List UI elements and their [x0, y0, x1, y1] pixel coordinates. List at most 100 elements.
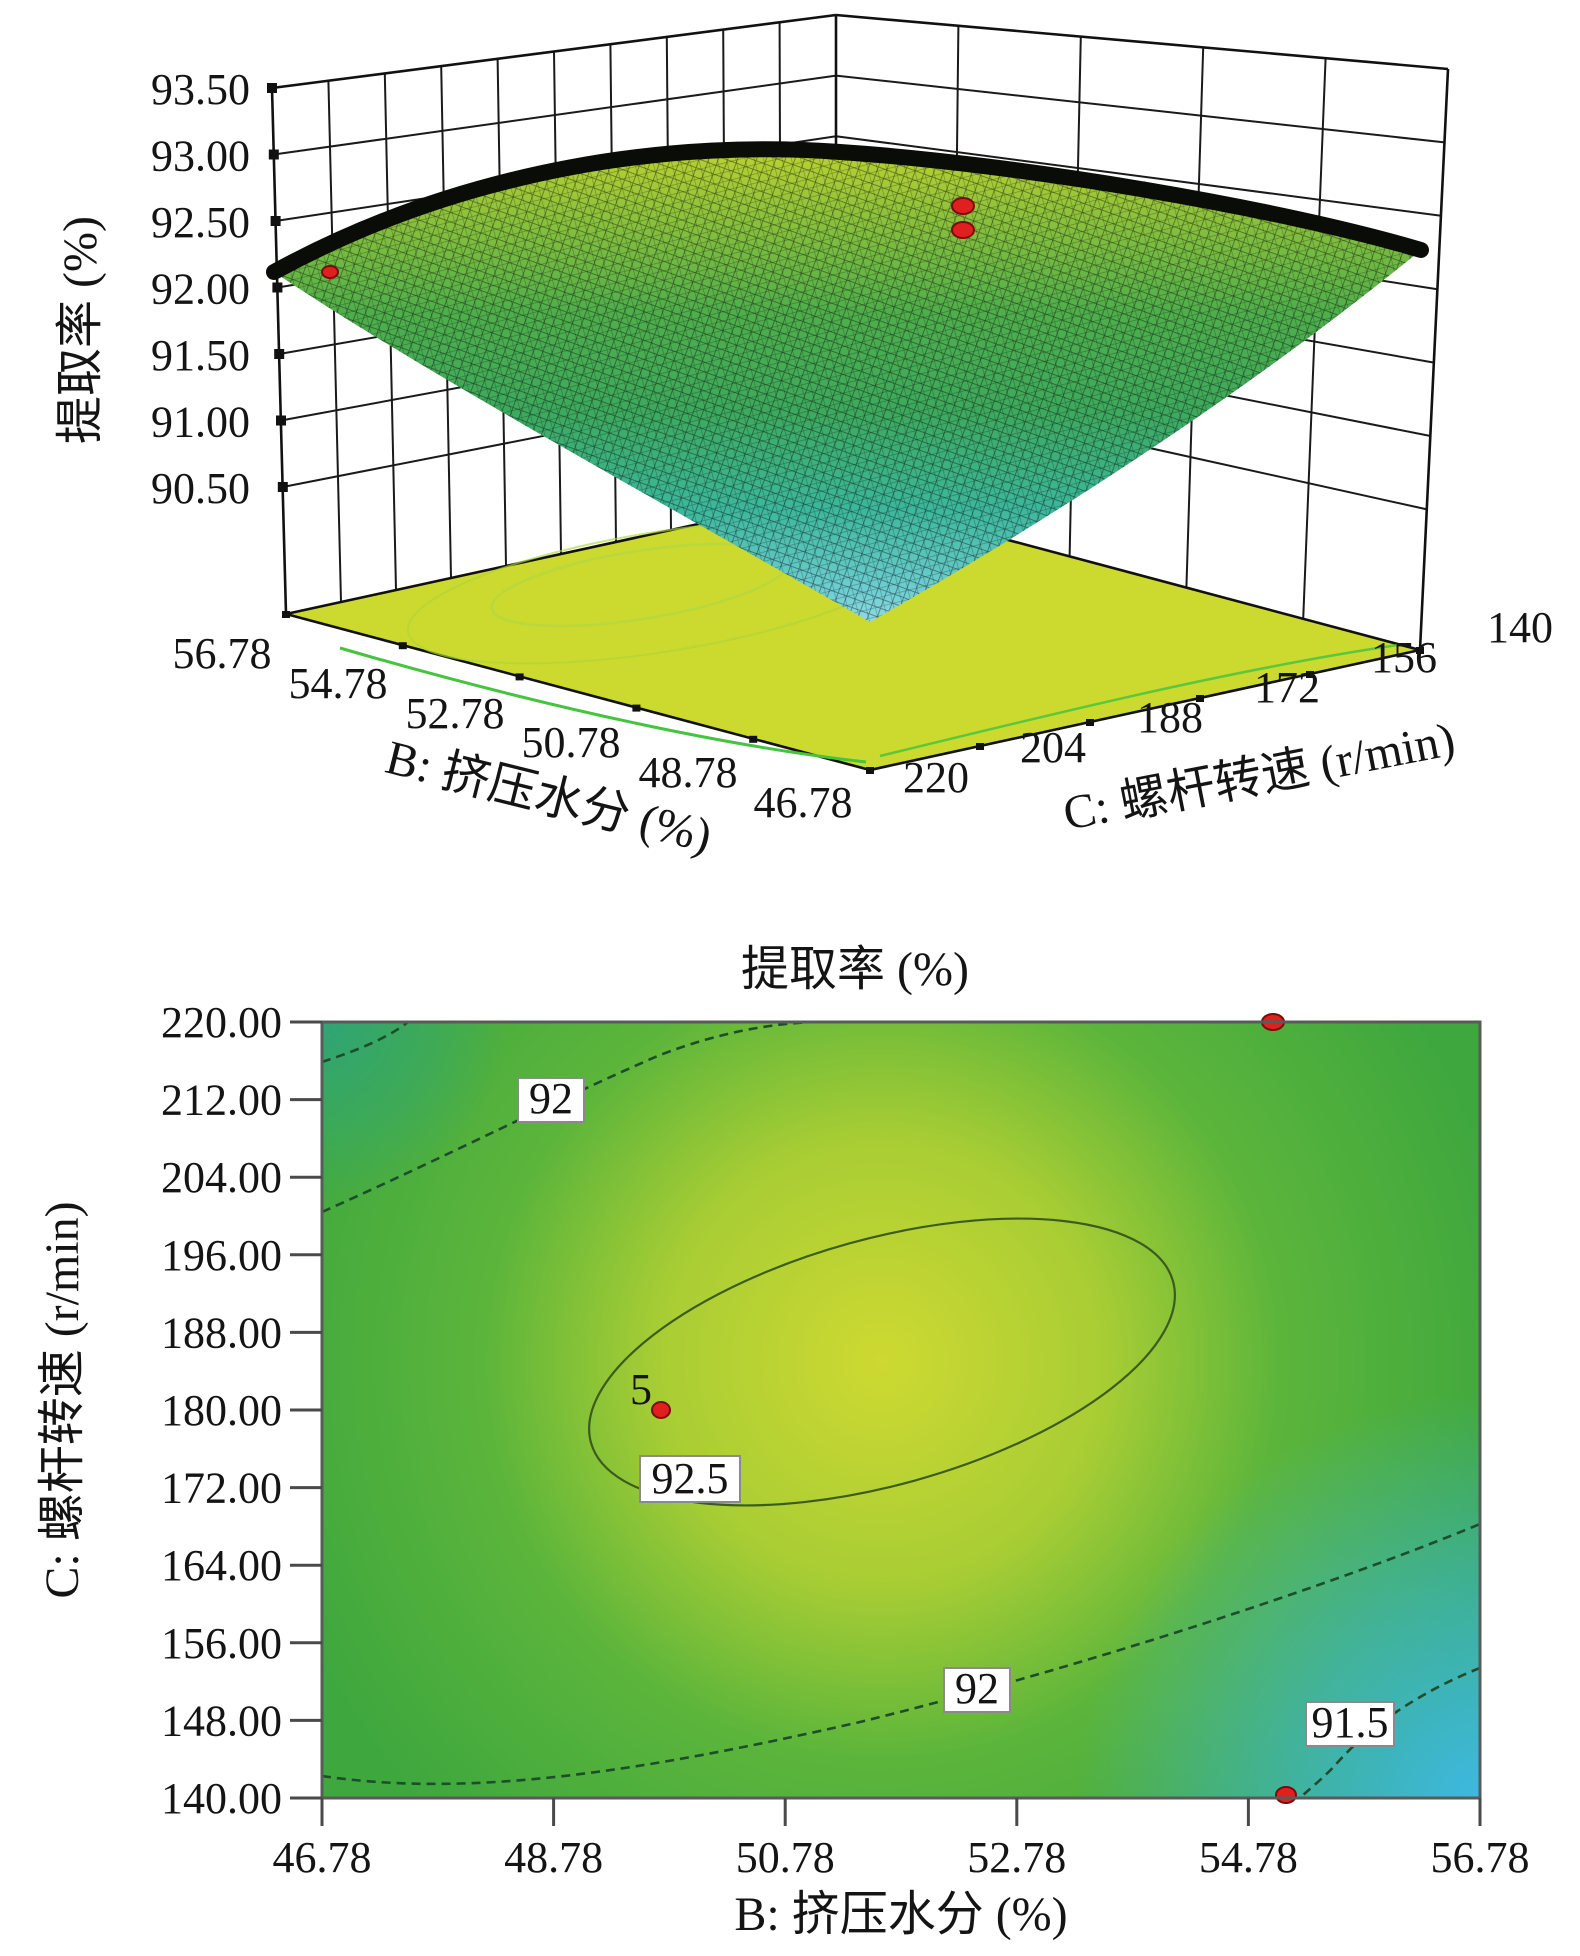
y-tick-label: 212.00 [161, 1076, 282, 1125]
design-point [1275, 1786, 1297, 1804]
floor-tick-dot [632, 704, 641, 712]
z-tick-label: 90.50 [151, 464, 250, 513]
z-tick-mark [272, 282, 283, 293]
right-wall-outer-edge [1418, 68, 1450, 651]
y-tick-label: 148.00 [161, 1696, 282, 1745]
b-tick-label: 50.78 [522, 718, 621, 767]
floor-tick-dot [749, 735, 758, 743]
x-tick-label: 54.78 [1199, 1833, 1298, 1882]
right-wall-top-edge [835, 13, 1449, 71]
z-axis-ticks: 93.50 93.00 92.50 92.00 91.50 91.00 90.50 [151, 65, 288, 513]
y-tick-label: 156.00 [161, 1619, 282, 1668]
contour-label-topleft: 92 [517, 1074, 585, 1123]
floor-tick-dot [1086, 719, 1094, 726]
floor-contour-front-left [339, 646, 867, 764]
contour-915-topleft [322, 1022, 409, 1064]
z-axis-title: 提取率 (%) [54, 216, 107, 444]
contour-label-text: 92 [529, 1074, 573, 1123]
contour-label-text: 91.5 [1312, 1698, 1389, 1747]
c-axis-ticks: 220 204 188 172 156 140 [903, 603, 1553, 802]
c-tick-label: 188 [1137, 693, 1203, 742]
floor-tick-dot [1196, 695, 1204, 702]
contour-label-bottom: 92 [943, 1664, 1011, 1713]
response-surface [266, 141, 1429, 623]
c-axis-title: C: 螺杆转速 (r/min) [1059, 713, 1459, 841]
b-tick-label: 46.78 [754, 778, 853, 827]
c-tick-label: 172 [1254, 663, 1320, 712]
b-axis-ticks: 56.78 54.78 52.78 50.78 48.78 46.78 [173, 629, 853, 827]
z-tick-mark [267, 83, 277, 93]
y-tick-label: 172.00 [161, 1464, 282, 1513]
contour-label-text: 92.5 [652, 1454, 729, 1503]
y-tick-label: 188.00 [161, 1308, 282, 1357]
z-tick-label: 91.00 [151, 398, 250, 447]
contour-lines [322, 1022, 1480, 1798]
design-point [321, 265, 339, 279]
surface-chart: 93.50 93.00 92.50 92.00 91.50 91.00 90.50 56.7… [54, 13, 1553, 863]
z-tick-label: 92.50 [151, 198, 250, 247]
wall-gridline [327, 80, 342, 603]
z-tick-label: 93.50 [151, 65, 250, 114]
surface-mesh-overlay-2 [274, 149, 1421, 623]
x-tick-label: 48.78 [504, 1833, 603, 1882]
floor-tick-dot [282, 611, 290, 618]
y-tick-label: 180.00 [161, 1386, 282, 1435]
contour-chart-title: 提取率 (%) [741, 943, 969, 996]
b-tick-label: 52.78 [406, 689, 505, 738]
c-tick-label: 140 [1487, 603, 1553, 652]
contour-92-topleft [322, 1022, 813, 1214]
floor-tick-dot [515, 673, 524, 681]
floor-plane [282, 492, 1424, 774]
z-tick-label: 93.00 [151, 132, 250, 181]
contour-92-bottom [322, 1522, 1480, 1786]
contour-925-ellipse [588, 1217, 1176, 1507]
y-axis-ticks: 220.00 212.00 204.00 196.00 188.00 180.00 172.… [161, 998, 322, 1823]
surface-back-ridge [266, 141, 1429, 280]
floor-contour-front-right [879, 643, 1399, 758]
x-tick-label: 46.78 [273, 1833, 372, 1882]
z-tick-mark [268, 149, 279, 160]
floor-tick-dot [1306, 671, 1314, 678]
design-points-3d [321, 197, 975, 279]
design-point [951, 221, 975, 239]
floor-tick-dots [282, 611, 1424, 774]
wall-gridline [273, 74, 837, 156]
design-point [951, 197, 975, 215]
x-axis-title: B: 挤压水分 (%) [734, 1888, 1067, 1941]
contour-label-center: 92.5 [639, 1454, 741, 1503]
z-tick-mark [277, 482, 288, 492]
contour-corner-cyan [322, 1022, 1480, 1798]
x-tick-label: 52.78 [967, 1833, 1066, 1882]
y-tick-label: 164.00 [161, 1541, 282, 1590]
contour-label-bottomright: 91.5 [1305, 1698, 1395, 1747]
b-tick-label: 54.78 [289, 659, 388, 708]
y-axis-title: C: 螺杆转速 (r/min) [36, 1201, 89, 1598]
b-tick-label: 48.78 [639, 748, 738, 797]
z-tick-mark [274, 349, 285, 359]
z-tick-label: 91.50 [151, 331, 250, 380]
contour-label-text: 92 [955, 1664, 999, 1713]
c-tick-label: 220 [903, 753, 969, 802]
b-tick-label: 56.78 [173, 629, 272, 678]
contour-chart: 提取率 (%) 92 92.5 [36, 943, 1530, 1941]
x-tick-label: 50.78 [736, 1833, 835, 1882]
y-tick-label: 196.00 [161, 1231, 282, 1280]
x-tick-label: 56.78 [1431, 1833, 1530, 1882]
c-tick-label: 204 [1020, 723, 1086, 772]
y-tick-label: 204.00 [161, 1153, 282, 1202]
wall-gridline [835, 135, 1442, 217]
floor-tick-dot [976, 743, 984, 750]
x-axis-ticks: 46.78 48.78 50.78 52.78 54.78 56.78 [273, 1798, 1530, 1882]
design-point [651, 1401, 671, 1419]
floor-tick-dot [398, 642, 407, 650]
left-wall-top-edge [271, 13, 837, 90]
z-tick-label: 92.00 [151, 265, 250, 314]
c-tick-label: 156 [1371, 633, 1437, 682]
contour-value-labels: 92 92.5 92 91.5 5 [517, 1074, 1395, 1747]
y-tick-label: 140.00 [161, 1774, 282, 1823]
y-tick-label: 220.00 [161, 998, 282, 1047]
floor-tick-dot [1416, 647, 1424, 654]
floor-tick-dot [866, 767, 874, 774]
center-point-count: 5 [630, 1365, 652, 1414]
